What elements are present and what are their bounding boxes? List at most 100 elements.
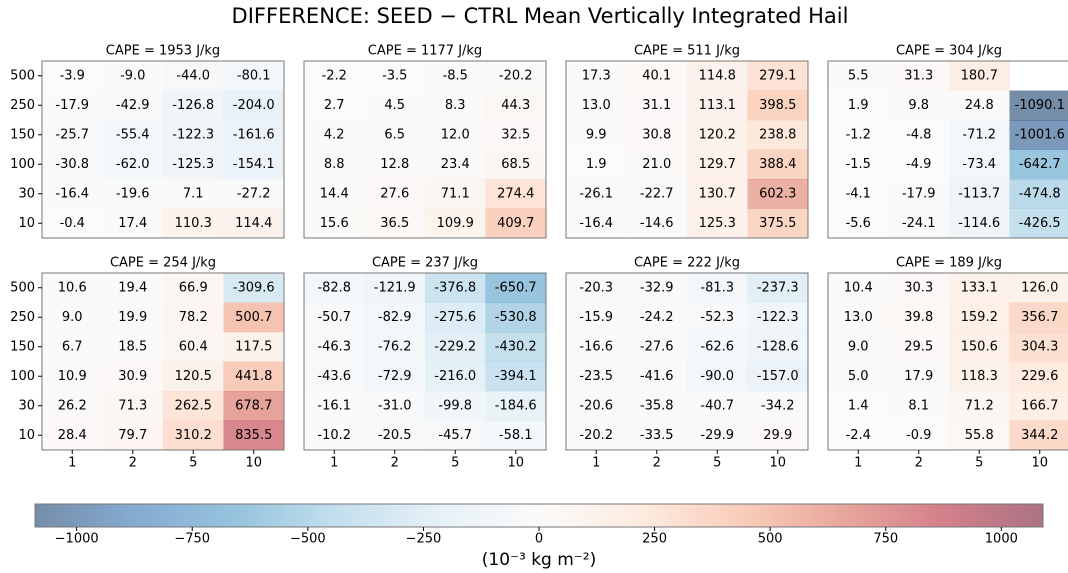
cell <box>687 332 748 362</box>
cell <box>949 120 1010 150</box>
cell-label: 8.1 <box>908 398 929 413</box>
cell-label: 30.9 <box>118 369 147 384</box>
cell-label: -430.2 <box>495 339 537 354</box>
cell <box>485 149 547 180</box>
cell-label: 29.5 <box>904 339 933 354</box>
cell-label: -34.2 <box>761 398 795 413</box>
cell-label: -20.3 <box>579 280 613 295</box>
cell <box>42 273 103 303</box>
cell <box>687 420 748 451</box>
colorbar-label: (10⁻³ kg m⁻²) <box>482 550 596 570</box>
cell <box>364 120 426 150</box>
x-tick-label: 5 <box>451 456 459 471</box>
colorbar-tick-label: −750 <box>174 532 210 547</box>
cell-label: -20.2 <box>499 68 533 83</box>
cell <box>828 332 889 362</box>
cell <box>747 208 809 239</box>
cell-label: -4.9 <box>906 157 931 172</box>
panel-title: CAPE = 237 J/kg <box>372 256 478 271</box>
cell-label: -16.4 <box>579 216 613 231</box>
cell-label: 23.4 <box>441 157 470 172</box>
cell-label: -3.9 <box>60 68 85 83</box>
cell-label: -30.8 <box>55 157 89 172</box>
cell <box>888 61 950 91</box>
cell <box>828 90 889 121</box>
colorbar-tick-label: −250 <box>406 532 442 547</box>
cell <box>223 361 285 392</box>
cell <box>626 179 688 209</box>
cell-label: 166.7 <box>1021 398 1058 413</box>
cell <box>626 420 688 451</box>
y-tick-label: 10 <box>18 216 35 231</box>
cell-label: -204.0 <box>233 98 275 113</box>
colorbar-tick-label: 750 <box>873 532 898 547</box>
x-tick-label: 2 <box>129 456 137 471</box>
cell <box>223 273 285 303</box>
cell <box>687 302 748 333</box>
cell <box>304 208 365 239</box>
cell-label: 8.8 <box>324 157 345 172</box>
cell <box>304 61 365 91</box>
cell-label: 4.2 <box>324 127 345 142</box>
cell-label: -126.8 <box>172 98 214 113</box>
colorbar-tick-label: 1000 <box>985 532 1018 547</box>
cell-label: -14.6 <box>640 216 674 231</box>
cell-label: 10.4 <box>844 280 873 295</box>
cell-label: -10.2 <box>317 428 351 443</box>
cell-label: 129.7 <box>699 157 736 172</box>
cell-label: -128.6 <box>757 339 799 354</box>
x-tick-label: 5 <box>189 456 197 471</box>
cell-label: 17.9 <box>904 369 933 384</box>
cell <box>42 361 103 392</box>
panel-frame <box>303 60 547 239</box>
cell <box>888 149 950 180</box>
cell <box>626 208 688 239</box>
cell <box>747 149 809 180</box>
cell <box>747 391 809 421</box>
cell-label: 118.3 <box>961 369 998 384</box>
x-tick-label: 5 <box>713 456 721 471</box>
cell <box>949 391 1010 421</box>
cell-label: 44.3 <box>501 98 530 113</box>
cell <box>747 273 809 303</box>
cell-label: 14.4 <box>320 186 349 201</box>
cell <box>626 61 688 91</box>
cell <box>102 302 164 333</box>
cell-label: 133.1 <box>961 280 998 295</box>
cell <box>747 332 809 362</box>
panel-frame <box>41 60 285 239</box>
cell-label: 9.8 <box>908 98 929 113</box>
cell <box>102 361 164 392</box>
cell-label: -41.6 <box>640 369 674 384</box>
panel-title: CAPE = 511 J/kg <box>634 44 740 59</box>
x-tick-label: 2 <box>391 456 399 471</box>
cell-label: 238.8 <box>759 127 796 142</box>
cell-label: -113.7 <box>958 186 1000 201</box>
cell <box>1009 420 1068 451</box>
cell-label: 180.7 <box>961 68 998 83</box>
cell <box>687 273 748 303</box>
cell-label: 126.0 <box>1021 280 1058 295</box>
y-tick-label: 100 <box>10 157 35 172</box>
cell-label: 4.5 <box>384 98 405 113</box>
cell-label: 10.9 <box>58 369 87 384</box>
cell-label: 71.1 <box>441 186 470 201</box>
cell <box>42 208 103 239</box>
cell <box>747 302 809 333</box>
cell <box>687 391 748 421</box>
cell-label: -275.6 <box>434 310 476 325</box>
cell <box>888 179 950 209</box>
cell <box>304 273 365 303</box>
cell-label: 13.0 <box>844 310 873 325</box>
colorbar-tick-label: 500 <box>758 532 783 547</box>
cell-label: -23.5 <box>579 369 613 384</box>
cell-label: 71.2 <box>965 398 994 413</box>
cell <box>163 61 224 91</box>
cell-label: 7.1 <box>183 186 204 201</box>
cell-label: 26.2 <box>58 398 87 413</box>
cell <box>102 90 164 121</box>
cell-label: -76.2 <box>378 339 412 354</box>
cell-label: -27.6 <box>640 339 674 354</box>
cell <box>223 61 285 91</box>
